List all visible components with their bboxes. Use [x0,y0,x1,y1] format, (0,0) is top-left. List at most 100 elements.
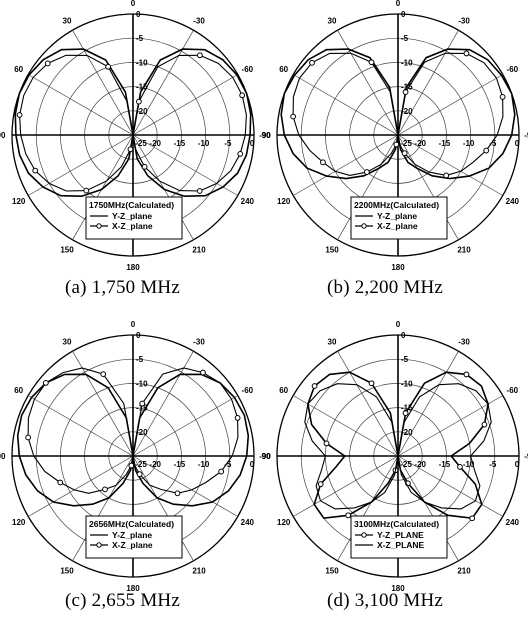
series-point [136,471,143,478]
legend-entry: Y-Z_plane [112,211,152,221]
series-point [127,146,134,153]
series-point [463,50,470,57]
angle-label: -60 [242,65,254,74]
series-point [42,379,49,386]
series-point [309,59,315,66]
legend-title: 2656MHz(Calculated) [89,519,174,529]
series-point [401,150,408,157]
grid-spoke [337,134,399,240]
grid-spoke [132,455,238,517]
legend-entry: X-Z_plane [377,221,418,231]
ring-label: -5 [489,139,497,148]
angle-label: -90 [524,452,528,461]
ring-label: -20 [414,139,426,148]
angle-label: 150 [60,566,74,575]
series-point [44,60,51,67]
angle-label: -60 [507,386,519,395]
grid-spoke [337,455,399,561]
angle-label: 90 [262,452,271,461]
series-point [32,167,39,174]
ring-label: -15 [174,139,186,148]
ring-label: -20 [414,460,426,469]
series-point [402,410,409,417]
ring-label-vertical: 0 [401,10,406,19]
grid-spoke [132,134,194,240]
angle-label: 240 [506,197,520,206]
polar-chart-2: 0-30-60-90240210180150120906030-25-20-15… [0,320,271,593]
grid-spoke [28,395,134,457]
grid-spoke [293,74,399,136]
ring-label-vertical: -5 [401,355,409,364]
angle-label: -90 [259,131,271,140]
grid-spoke [397,30,459,136]
ring-label: -10 [463,460,475,469]
ring-label-vertical: -10 [401,379,413,388]
ring-label: -25 [400,139,412,148]
ring-label-vertical: -15 [136,83,148,92]
ring-label-vertical: -20 [401,428,413,437]
legend-marker [96,542,102,548]
legend-box [350,515,448,559]
angle-label: 0 [131,320,136,329]
series-point [83,187,90,194]
angle-label: 0 [131,0,136,8]
series-point [16,112,23,118]
grid-spoke [397,395,503,457]
grid-spoke [397,74,503,136]
angle-label: 120 [277,518,291,527]
angle-label: -30 [193,338,205,347]
caption-a: (a) 1,750 MHz [65,277,180,298]
polar-chart-3: 0-30-60-90240210180150120906030-25-20-15… [262,320,528,593]
angle-label: 180 [391,263,405,272]
angle-label: 60 [279,65,288,74]
ring-label: -10 [463,139,475,148]
legend-marker [361,223,367,229]
angle-label: 210 [457,566,471,575]
series-point [443,172,450,179]
caption-d: (d) 3,100 MHz [327,590,444,611]
series-point [57,479,64,486]
legend-entry: X-Z_PLANE [377,540,425,550]
angle-label: 0 [396,0,401,8]
angle-label: 60 [14,65,23,74]
angle-label: 150 [325,245,339,254]
series-point [135,98,142,105]
polar-chart-0: 0-30-60-90240210180150120906030-25-20-15… [0,0,271,272]
series-point [196,188,203,194]
series-point [102,486,108,493]
ring-label-vertical: -15 [401,404,413,413]
series-line-X-Z_plane [292,52,504,176]
series-point [237,151,244,157]
grid-spoke [28,74,134,136]
angle-label: -30 [193,17,205,26]
grid-spoke [132,30,194,136]
ring-label-vertical: -5 [136,34,144,43]
angle-label: -90 [259,452,271,461]
series-point [128,462,135,469]
ring-label-vertical: -10 [136,379,148,388]
series-point [100,371,107,378]
legend-title: 2200MHz(Calculated) [354,200,439,210]
series-point [196,52,203,59]
grid-spoke [132,455,194,561]
grid-spoke [293,134,399,196]
angle-label: 240 [506,518,520,527]
ring-label: -15 [439,460,451,469]
series-point [363,169,370,175]
series-point [174,490,181,497]
grid-spoke [397,455,503,517]
ring-label: -10 [198,460,210,469]
angle-label: 60 [14,386,23,395]
ring-label: -20 [149,139,161,148]
ring-label-vertical: -10 [136,58,148,67]
angle-label: 90 [0,131,6,140]
ring-label: -20 [149,460,161,469]
series-point [290,113,297,120]
legend-box [85,196,183,240]
angle-label: 60 [279,386,288,395]
series-point [402,89,409,96]
angle-label: -30 [458,17,470,26]
ring-label: -25 [135,460,147,469]
angle-label: 90 [262,131,271,140]
